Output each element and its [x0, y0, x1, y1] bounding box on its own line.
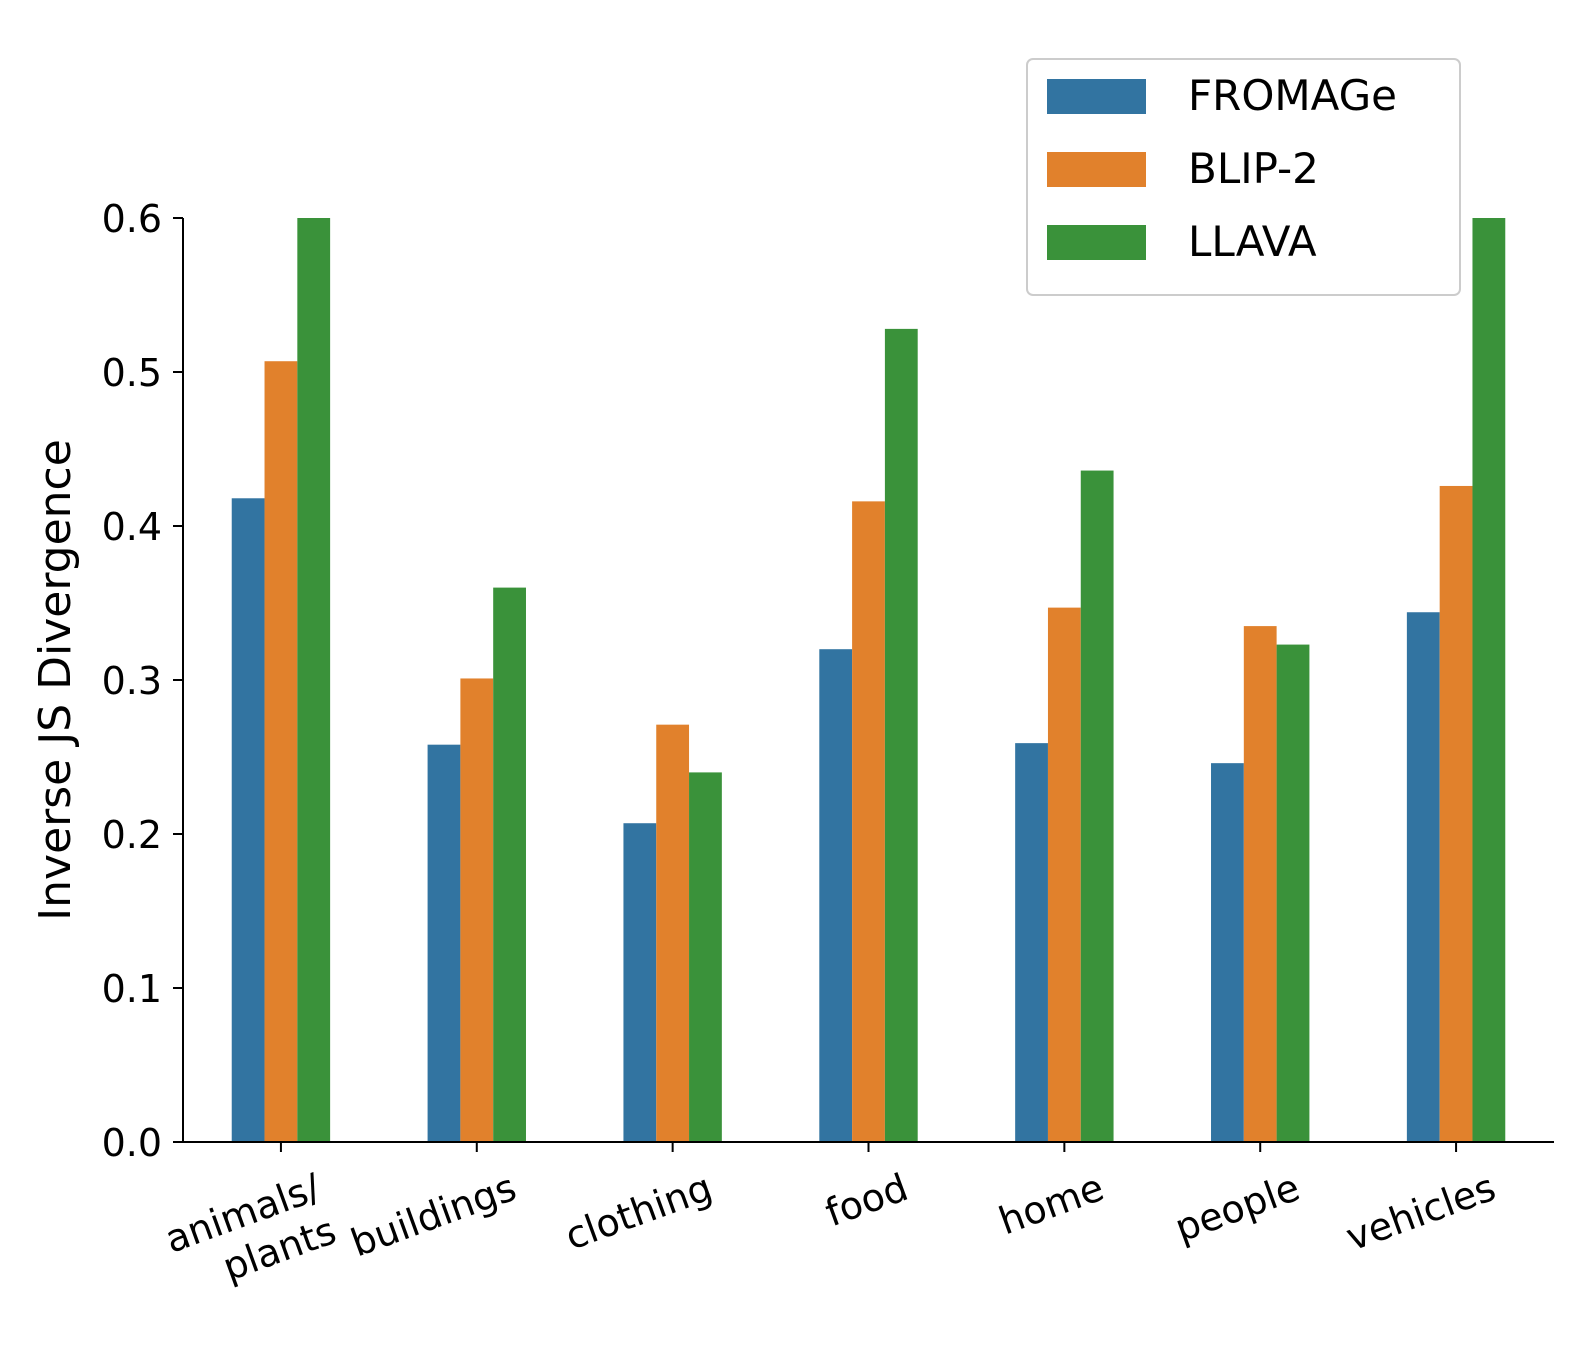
x-tick-label: animals/plants [159, 1165, 342, 1305]
bar-fromage-2 [623, 823, 657, 1142]
y-tick-label: 0.0 [102, 1121, 162, 1165]
bar-fromage-5 [1211, 763, 1244, 1142]
x-tick-label: home [993, 1165, 1109, 1243]
bar-llava-0 [297, 218, 331, 1142]
y-axis-label: Inverse JS Divergence [30, 439, 81, 921]
bar-blip-2-5 [1243, 626, 1277, 1142]
bar-llava-6 [1472, 218, 1506, 1142]
bar-fromage-4 [1015, 743, 1048, 1142]
x-tick-label: buildings [345, 1165, 522, 1265]
bar-fromage-0 [231, 498, 265, 1142]
legend-swatch [1047, 152, 1146, 187]
x-tick-label: food [820, 1165, 914, 1235]
x-tick-label-line: food [820, 1165, 914, 1235]
bar-blip-2-2 [656, 724, 690, 1142]
bars-layer [231, 218, 1506, 1143]
x-tick-label: people [1169, 1165, 1305, 1250]
bar-blip-2-1 [460, 678, 494, 1142]
x-tick-label: vehicles [1340, 1165, 1501, 1259]
legend-label: BLIP-2 [1188, 144, 1319, 193]
y-tick-label: 0.4 [102, 505, 162, 549]
x-tick-label-line: home [993, 1165, 1109, 1243]
legend-swatch [1047, 225, 1146, 260]
x-ticks: animals/plants buildings clothing food home p… [159, 1142, 1501, 1305]
legend-swatch [1047, 79, 1146, 114]
bar-fromage-3 [819, 649, 853, 1142]
legend-label: FROMAGe [1188, 71, 1397, 120]
y-tick-label: 0.6 [102, 197, 162, 241]
y-tick-label: 0.2 [102, 813, 162, 857]
x-tick-label-line: clothing [559, 1165, 717, 1258]
bar-blip-2-6 [1439, 485, 1473, 1143]
bar-fromage-6 [1406, 612, 1440, 1142]
bar-blip-2-4 [1047, 607, 1081, 1142]
y-tick-label: 0.5 [102, 351, 162, 395]
x-tick-label-line: buildings [345, 1165, 522, 1265]
x-tick-label-line: vehicles [1340, 1165, 1501, 1259]
bar-llava-1 [493, 587, 526, 1142]
bar-fromage-1 [427, 744, 461, 1142]
bar-llava-5 [1276, 644, 1310, 1142]
y-tick-label: 0.1 [102, 967, 162, 1011]
bar-llava-3 [884, 328, 918, 1142]
x-tick-label-line: people [1169, 1165, 1305, 1250]
legend: FROMAGe BLIP-2 LLAVA [1026, 58, 1461, 296]
bar-llava-4 [1080, 470, 1114, 1142]
legend-label: LLAVA [1188, 217, 1317, 266]
bar-blip-2-0 [264, 361, 298, 1143]
y-ticks: 0.0 0.1 0.2 0.3 0.4 0.5 0.6 [102, 197, 183, 1165]
y-tick-label: 0.3 [102, 659, 162, 703]
bar-blip-2-3 [852, 501, 885, 1142]
x-tick-label: clothing [559, 1165, 717, 1258]
bar-llava-2 [689, 772, 722, 1142]
